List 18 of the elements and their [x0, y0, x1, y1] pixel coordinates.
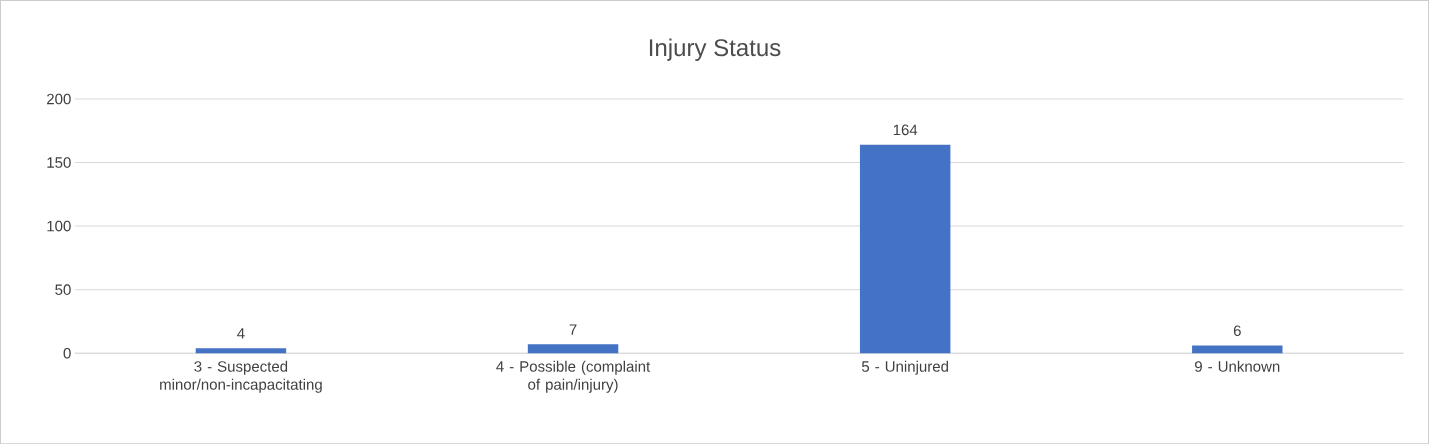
chart-title: Injury Status [649, 38, 781, 61]
bar [527, 344, 619, 354]
data-label: 4 [237, 328, 245, 339]
y-tick-label: 50 [55, 284, 71, 295]
x-tick-label: 5 - Uninjured [861, 360, 948, 375]
bar [1192, 345, 1283, 354]
x-tick-label: 4 - Possible (complaint of pain/injury) [496, 360, 651, 393]
y-tick-label: 0 [63, 347, 71, 359]
y-tick-label: 100 [47, 220, 71, 232]
bar [195, 348, 287, 354]
y-tick-label: 150 [47, 157, 71, 168]
bar [859, 144, 951, 354]
data-label: 7 [569, 324, 577, 335]
x-tick-label: 3 - Suspected minor/non-incapacitating [160, 360, 322, 393]
data-label: 164 [893, 124, 918, 136]
data-label: 6 [1233, 325, 1241, 336]
x-tick-label: 9 - Unknown [1195, 360, 1280, 372]
y-tick-label: 200 [47, 93, 71, 105]
